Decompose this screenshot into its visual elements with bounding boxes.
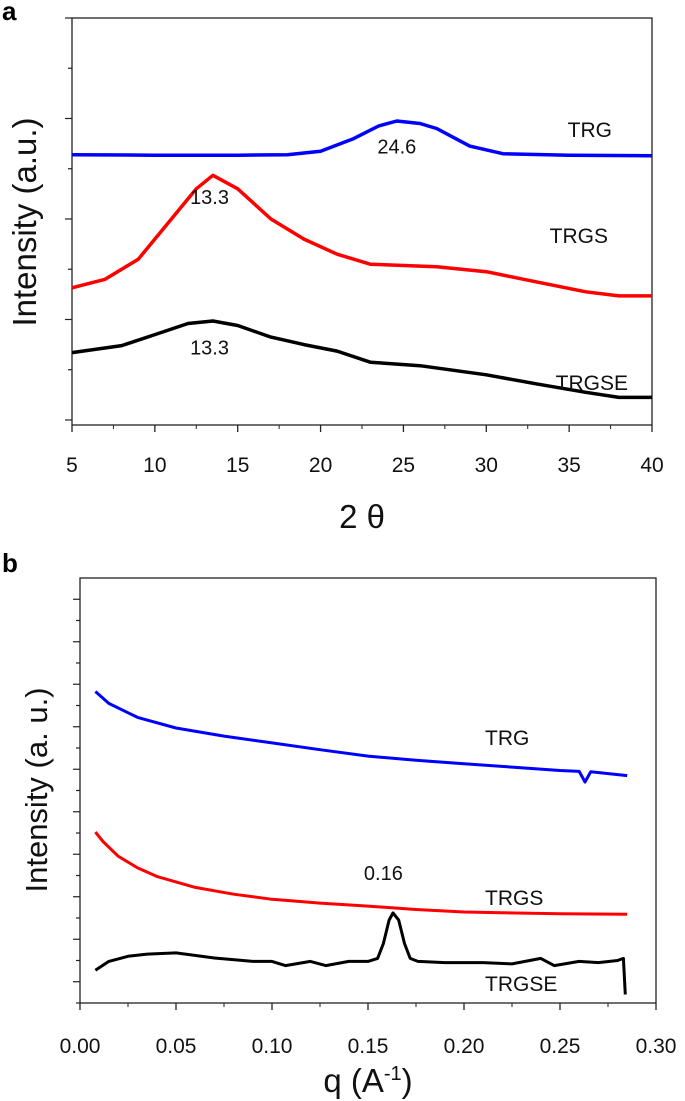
x-tick-label: 20	[309, 454, 332, 477]
x-tick-label: 0.15	[348, 1035, 389, 1058]
x-tick-label: 0.20	[444, 1035, 485, 1058]
x-tick-label: 0.25	[540, 1035, 581, 1058]
plot-frame	[71, 17, 653, 426]
peak-annotation: 0.16	[364, 863, 403, 885]
x-tick-label: 5	[66, 454, 78, 477]
series-label-trgs: TRGS	[485, 887, 543, 910]
panel-label-b: b	[2, 548, 18, 578]
x-tick-label: 10	[143, 454, 166, 477]
x-axis-label-b-main: q (A	[323, 1062, 384, 1099]
series-line-trgse	[94, 911, 627, 995]
peak-annotation: 13.3	[190, 338, 229, 360]
x-tick-label: 0.10	[252, 1035, 293, 1058]
x-tick-label: 30	[475, 454, 498, 477]
series-label-trg: TRG	[568, 119, 612, 142]
series-label-trgse: TRGSE	[485, 973, 557, 996]
series-label-trgs: TRGS	[550, 225, 608, 248]
series-line-trgs	[94, 831, 628, 916]
series-line-trgse	[71, 319, 652, 400]
series-line-trg	[71, 119, 653, 158]
x-tick-label: 0.00	[60, 1035, 101, 1058]
x-tick-label: 25	[392, 454, 415, 477]
x-tick-label: 0.30	[636, 1035, 677, 1058]
x-tick-label: 0.05	[156, 1035, 197, 1058]
y-axis-label-a: Intensity (a.u.)	[6, 117, 43, 326]
x-tick-label: 15	[226, 454, 249, 477]
x-tick-label: 40	[640, 454, 663, 477]
x-axis-label-b-suffix: )	[402, 1062, 413, 1099]
panel-label-a: a	[2, 0, 17, 26]
y-axis-label-b: Intensity (a. u.)	[19, 687, 54, 892]
peak-annotation: 13.3	[190, 187, 229, 209]
peak-annotation: 24.6	[377, 137, 416, 159]
series-label-trg: TRG	[485, 727, 529, 750]
x-axis-label-b: q (A-1)	[323, 1062, 412, 1099]
series-line-trg	[94, 690, 628, 784]
x-axis-label-b-sup: -1	[384, 1063, 402, 1085]
x-axis-label-a: 2 θ	[339, 498, 385, 535]
series-line-trgs	[71, 173, 652, 298]
panel-b-saxs-chart: b Intensity (a. u.) q (A-1) 0.00 0.05 0.10…	[2, 548, 676, 1099]
x-tick-label: 35	[557, 454, 580, 477]
series-label-trgse: TRGSE	[556, 372, 628, 395]
plot-frame	[79, 577, 657, 1004]
panel-a-xrd-chart: a Intensity (a.u.) 2 θ 5 10 15 20 25 30 35 40 TR…	[2, 0, 664, 535]
